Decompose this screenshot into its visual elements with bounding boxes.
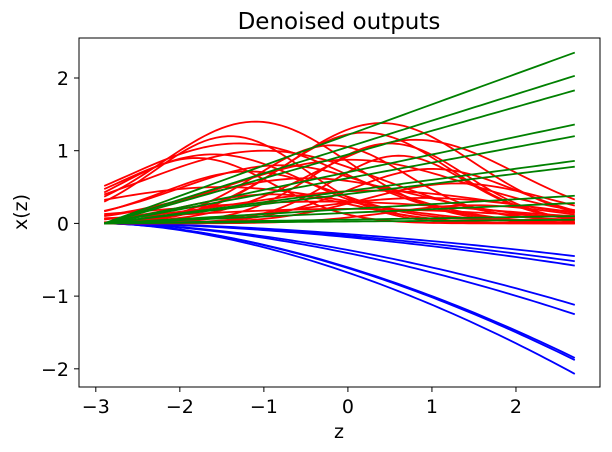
x-tick-label: −1 xyxy=(250,396,278,418)
x-tick-label: 2 xyxy=(510,396,522,418)
x-axis-label: z xyxy=(334,421,344,443)
x-axis: −3 −2 −1 0 1 2 xyxy=(82,387,522,418)
blue-series-line-38 xyxy=(104,222,575,267)
green-series-line-28 xyxy=(104,123,575,225)
green-series-line-33 xyxy=(104,202,575,225)
x-tick-label: −2 xyxy=(166,396,194,418)
plot-frame xyxy=(78,37,601,388)
green-series-line-26 xyxy=(103,74,576,225)
green-series-line-31 xyxy=(104,165,575,225)
y-axis-label: x(z) xyxy=(10,194,32,230)
green-series-line-27 xyxy=(103,89,576,225)
green-series-line-30 xyxy=(104,159,575,225)
x-tick-label: 1 xyxy=(426,396,438,418)
y-tick-label: 2 xyxy=(57,68,69,90)
green-series-line-25 xyxy=(103,51,576,225)
x-tick-label: −3 xyxy=(82,396,110,418)
y-tick-label: −2 xyxy=(41,359,69,381)
y-axis: −2 −1 0 1 2 xyxy=(41,68,79,381)
green-series-line-29 xyxy=(104,135,575,225)
y-tick-label: −1 xyxy=(41,286,69,308)
x-tick-label: 0 xyxy=(342,396,354,418)
green-series-line-35 xyxy=(104,218,575,225)
series-layer xyxy=(103,51,576,375)
red-series-line-4 xyxy=(103,142,575,224)
blue-series-line-40 xyxy=(104,222,576,316)
green-series-line-32 xyxy=(104,194,575,225)
chart-title: Denoised outputs xyxy=(238,9,441,35)
y-tick-label: 0 xyxy=(57,213,69,235)
y-tick-label: 1 xyxy=(57,141,69,163)
blue-series-line-43 xyxy=(104,222,576,375)
